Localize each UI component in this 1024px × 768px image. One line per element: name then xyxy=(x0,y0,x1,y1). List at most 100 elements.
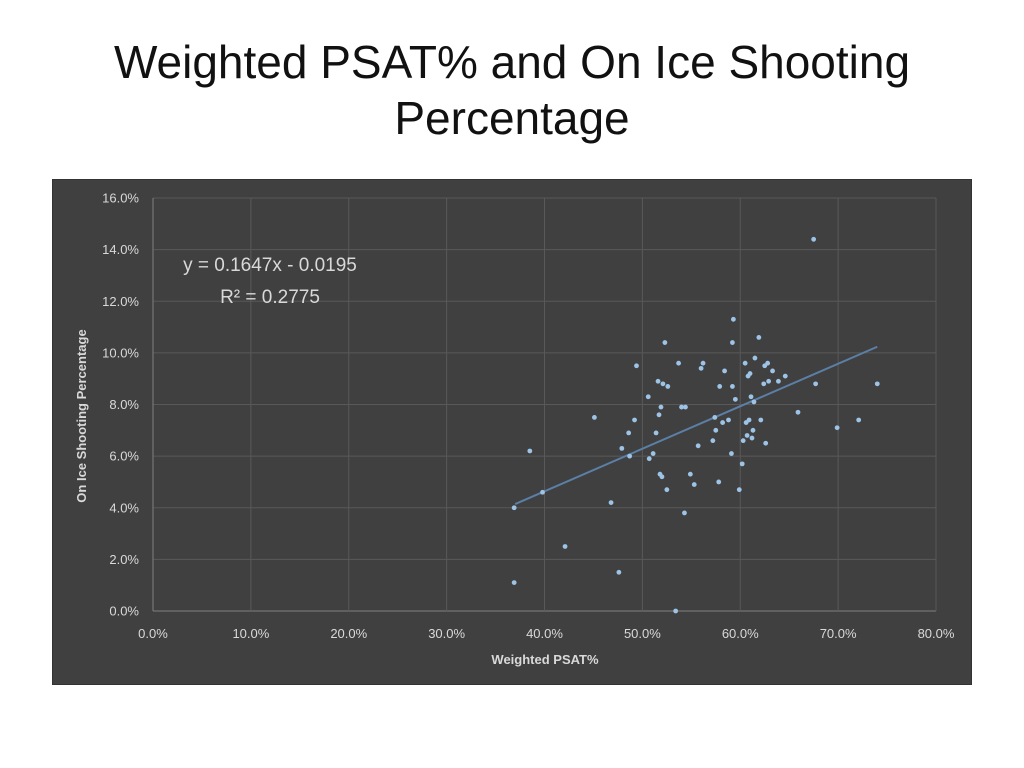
data-point xyxy=(608,500,614,505)
x-tick-label: 50.0% xyxy=(624,626,661,641)
data-points xyxy=(511,236,880,614)
gridlines xyxy=(152,197,937,612)
data-point xyxy=(782,373,788,379)
data-point xyxy=(511,580,517,586)
data-point xyxy=(770,368,775,374)
data-point xyxy=(763,440,769,446)
data-point xyxy=(811,236,817,242)
data-point xyxy=(750,427,756,433)
chart-area: 0.0% 2.0% 4.0% 6.0% 8.0% 10.0% 12.0% 14.0% 16.0%… xyxy=(52,179,972,685)
data-point xyxy=(691,482,697,487)
data-point xyxy=(662,340,668,345)
data-point xyxy=(746,417,752,423)
data-point xyxy=(726,417,731,423)
data-point xyxy=(655,378,661,384)
trendline-r-squared: R² = 0.2775 xyxy=(220,287,320,308)
data-point xyxy=(729,451,734,456)
data-point xyxy=(665,384,671,389)
data-point xyxy=(765,360,771,366)
y-tick-label: 16.0% xyxy=(102,191,139,206)
data-point xyxy=(713,427,719,433)
data-point xyxy=(660,381,666,387)
data-point xyxy=(813,381,819,387)
y-axis-label: On Ice Shooting Percentage xyxy=(74,329,89,502)
x-tick-label: 40.0% xyxy=(526,626,563,641)
y-tick-label: 6.0% xyxy=(109,449,139,464)
x-axis-label: Weighted PSAT% xyxy=(491,652,599,667)
y-tick-label: 10.0% xyxy=(102,345,139,360)
data-point xyxy=(712,415,718,420)
data-point xyxy=(632,417,637,423)
data-point xyxy=(730,340,735,345)
data-point xyxy=(716,479,722,485)
data-point xyxy=(744,433,750,438)
x-tick-label: 30.0% xyxy=(428,626,465,641)
data-point xyxy=(747,371,753,376)
data-point xyxy=(562,544,568,549)
data-point xyxy=(834,425,840,431)
trendline-group xyxy=(514,345,878,505)
y-tick-label: 0.0% xyxy=(109,604,139,619)
data-point xyxy=(698,365,704,371)
data-point xyxy=(749,435,755,441)
trendline xyxy=(514,345,878,505)
data-point xyxy=(758,417,764,423)
data-point xyxy=(658,404,664,410)
data-point xyxy=(653,430,659,436)
data-point xyxy=(540,489,545,495)
data-point xyxy=(695,443,701,449)
data-point xyxy=(634,363,639,369)
trendline-equation: y = 0.1647x - 0.0195 xyxy=(183,255,357,276)
y-tick-label: 12.0% xyxy=(102,294,139,309)
data-point xyxy=(646,456,652,462)
data-point xyxy=(527,448,533,454)
data-point xyxy=(751,399,757,405)
data-point xyxy=(748,394,754,400)
data-point xyxy=(722,368,727,374)
data-point xyxy=(730,316,736,322)
data-point xyxy=(592,415,597,420)
y-tick-label: 8.0% xyxy=(109,397,139,412)
data-point xyxy=(730,384,735,389)
data-point xyxy=(682,510,687,516)
x-axis-ticks: 0.0% 10.0% 20.0% 30.0% 40.0% 50.0% 60.0% 70.0% 8… xyxy=(138,626,955,641)
data-point xyxy=(717,384,723,389)
x-tick-label: 20.0% xyxy=(330,626,367,641)
data-point xyxy=(656,412,662,418)
x-tick-label: 60.0% xyxy=(722,626,759,641)
data-point xyxy=(645,394,651,400)
data-point xyxy=(874,381,880,387)
data-point xyxy=(679,404,684,410)
y-tick-label: 14.0% xyxy=(102,242,139,257)
data-point xyxy=(511,505,517,511)
data-point xyxy=(761,381,767,387)
data-point xyxy=(700,360,706,366)
data-point xyxy=(619,445,625,451)
data-point xyxy=(740,438,746,444)
data-point xyxy=(795,409,801,415)
y-tick-label: 2.0% xyxy=(109,552,139,567)
data-point xyxy=(616,569,622,575)
data-point xyxy=(676,360,681,366)
data-point xyxy=(627,453,633,459)
data-point xyxy=(732,396,738,402)
data-point xyxy=(687,471,693,477)
x-tick-label: 80.0% xyxy=(918,626,955,641)
data-point xyxy=(626,430,632,436)
data-point xyxy=(752,355,758,361)
x-tick-label: 0.0% xyxy=(138,626,168,641)
data-point xyxy=(650,451,656,456)
slide-title: Weighted PSAT% and On Ice Shooting Perce… xyxy=(113,36,911,144)
data-point xyxy=(673,608,679,614)
data-point xyxy=(766,378,772,384)
data-point xyxy=(742,360,748,366)
x-tick-label: 70.0% xyxy=(820,626,857,641)
data-point xyxy=(659,474,665,480)
data-point xyxy=(739,461,745,467)
data-point xyxy=(664,487,670,493)
data-point xyxy=(683,404,688,410)
scatter-chart: 0.0% 2.0% 4.0% 6.0% 8.0% 10.0% 12.0% 14.0% 16.0%… xyxy=(74,191,955,668)
data-point xyxy=(736,487,742,493)
x-tick-label: 10.0% xyxy=(232,626,269,641)
data-point xyxy=(856,417,862,423)
